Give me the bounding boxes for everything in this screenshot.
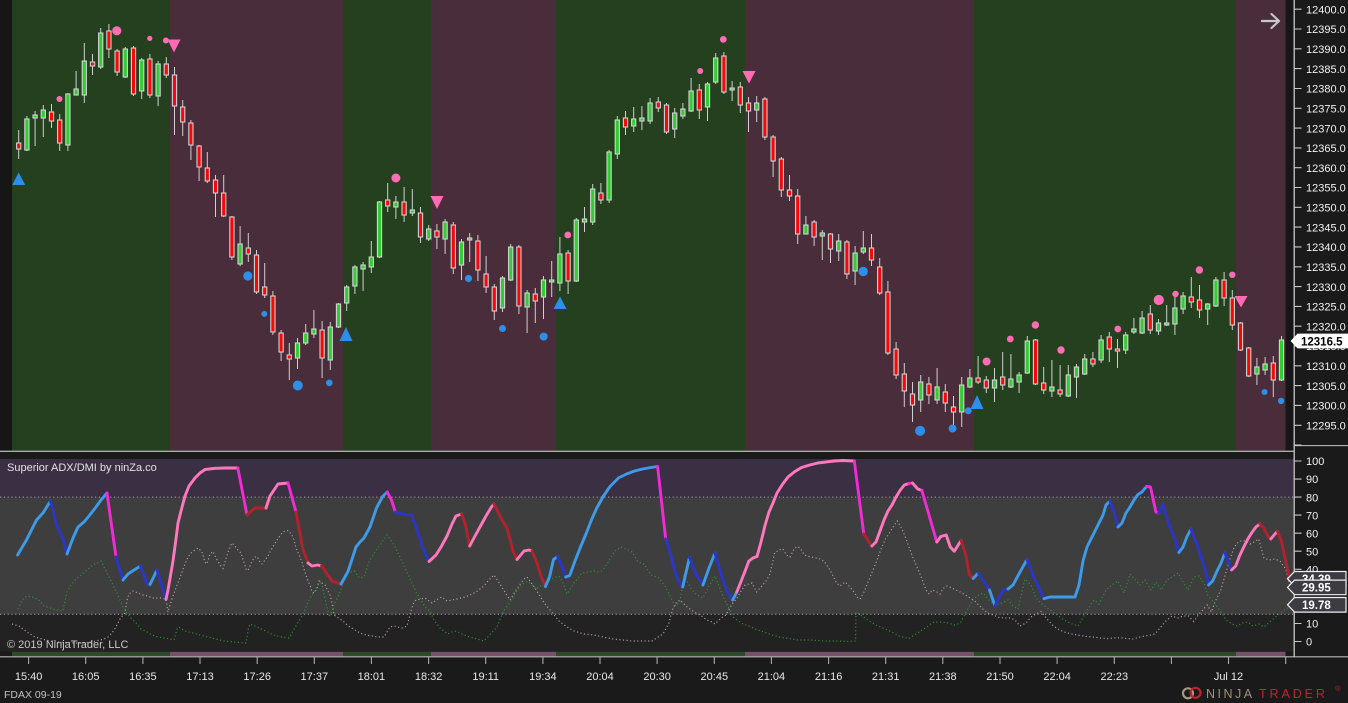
- svg-text:19:11: 19:11: [472, 671, 499, 683]
- svg-text:12310.0: 12310.0: [1306, 361, 1346, 373]
- svg-text:12295.0: 12295.0: [1306, 421, 1346, 433]
- svg-text:80: 80: [1306, 492, 1318, 504]
- svg-text:12316.5: 12316.5: [1301, 336, 1343, 348]
- svg-text:12380.0: 12380.0: [1306, 84, 1346, 96]
- svg-text:© 2019 NinjaTrader, LLC: © 2019 NinjaTrader, LLC: [7, 639, 128, 651]
- svg-text:22:23: 22:23: [1101, 671, 1129, 683]
- svg-text:12330.0: 12330.0: [1306, 282, 1346, 294]
- svg-text:®: ®: [1335, 684, 1341, 693]
- svg-text:100: 100: [1306, 456, 1324, 468]
- svg-text:12320.0: 12320.0: [1306, 321, 1346, 333]
- svg-text:17:26: 17:26: [243, 671, 271, 683]
- svg-text:90: 90: [1306, 474, 1318, 486]
- svg-text:21:31: 21:31: [872, 671, 900, 683]
- svg-text:NINJA: NINJA: [1206, 687, 1255, 701]
- svg-text:12400.0: 12400.0: [1306, 4, 1346, 16]
- svg-text:Jul 12: Jul 12: [1214, 671, 1243, 683]
- svg-text:21:16: 21:16: [815, 671, 843, 683]
- svg-text:19:34: 19:34: [529, 671, 557, 683]
- svg-text:19.78: 19.78: [1302, 600, 1331, 612]
- svg-text:12390.0: 12390.0: [1306, 44, 1346, 56]
- svg-text:12385.0: 12385.0: [1306, 64, 1346, 76]
- svg-text:16:05: 16:05: [72, 671, 100, 683]
- svg-text:21:04: 21:04: [758, 671, 786, 683]
- svg-text:18:01: 18:01: [358, 671, 386, 683]
- svg-text:50: 50: [1306, 547, 1318, 559]
- svg-text:29.95: 29.95: [1302, 583, 1331, 595]
- svg-text:FDAX 09-19: FDAX 09-19: [4, 689, 62, 701]
- svg-text:21:38: 21:38: [929, 671, 957, 683]
- svg-text:12305.0: 12305.0: [1306, 381, 1346, 393]
- svg-text:17:37: 17:37: [301, 671, 329, 683]
- svg-text:10: 10: [1306, 619, 1318, 631]
- svg-text:16:35: 16:35: [129, 671, 157, 683]
- svg-text:12350.0: 12350.0: [1306, 203, 1346, 215]
- svg-text:12300.0: 12300.0: [1306, 401, 1346, 413]
- svg-text:TRADER: TRADER: [1259, 687, 1328, 701]
- svg-text:18:32: 18:32: [415, 671, 443, 683]
- svg-text:20:30: 20:30: [643, 671, 671, 683]
- svg-text:12345.0: 12345.0: [1306, 222, 1346, 234]
- svg-text:0: 0: [1306, 637, 1312, 649]
- svg-text:12395.0: 12395.0: [1306, 24, 1346, 36]
- svg-text:20:04: 20:04: [586, 671, 614, 683]
- svg-text:70: 70: [1306, 510, 1318, 522]
- svg-text:12370.0: 12370.0: [1306, 123, 1346, 135]
- svg-text:12365.0: 12365.0: [1306, 143, 1346, 155]
- svg-text:Superior ADX/DMI by ninZa.co: Superior ADX/DMI by ninZa.co: [7, 462, 157, 474]
- svg-text:12325.0: 12325.0: [1306, 302, 1346, 314]
- svg-text:17:13: 17:13: [186, 671, 214, 683]
- svg-text:12340.0: 12340.0: [1306, 242, 1346, 254]
- svg-text:12335.0: 12335.0: [1306, 262, 1346, 274]
- svg-text:21:50: 21:50: [986, 671, 1014, 683]
- svg-text:22:04: 22:04: [1043, 671, 1071, 683]
- svg-text:12360.0: 12360.0: [1306, 163, 1346, 175]
- svg-text:20:45: 20:45: [701, 671, 729, 683]
- svg-text:15:40: 15:40: [15, 671, 43, 683]
- svg-text:12355.0: 12355.0: [1306, 183, 1346, 195]
- svg-text:60: 60: [1306, 528, 1318, 540]
- svg-text:12375.0: 12375.0: [1306, 104, 1346, 116]
